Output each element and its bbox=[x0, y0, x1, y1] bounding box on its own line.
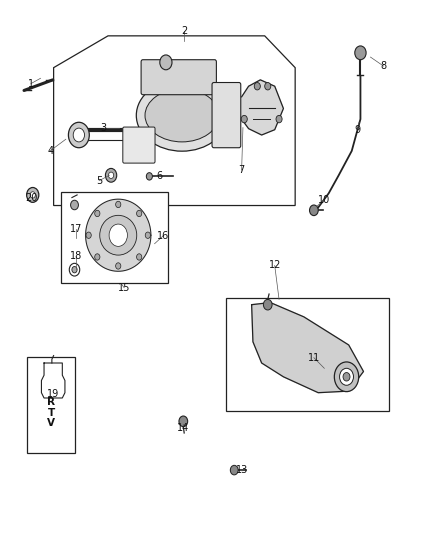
Ellipse shape bbox=[73, 128, 85, 142]
Ellipse shape bbox=[145, 89, 219, 142]
Text: 14: 14 bbox=[177, 423, 190, 433]
Text: 13: 13 bbox=[236, 465, 248, 475]
Ellipse shape bbox=[136, 79, 228, 151]
Circle shape bbox=[160, 55, 172, 70]
Text: 20: 20 bbox=[26, 192, 38, 203]
Text: 12: 12 bbox=[268, 261, 281, 270]
Polygon shape bbox=[242, 80, 283, 135]
FancyBboxPatch shape bbox=[141, 60, 216, 95]
Text: 19: 19 bbox=[46, 389, 59, 399]
Circle shape bbox=[72, 266, 77, 273]
Text: 18: 18 bbox=[70, 251, 82, 261]
Circle shape bbox=[137, 254, 142, 260]
Text: 10: 10 bbox=[318, 195, 330, 205]
Text: 11: 11 bbox=[308, 353, 320, 362]
Ellipse shape bbox=[100, 215, 137, 255]
Circle shape bbox=[339, 368, 353, 385]
Circle shape bbox=[30, 192, 35, 198]
Circle shape bbox=[263, 300, 272, 310]
Circle shape bbox=[145, 232, 150, 238]
Circle shape bbox=[116, 201, 121, 208]
Text: 9: 9 bbox=[354, 125, 360, 135]
FancyBboxPatch shape bbox=[123, 127, 155, 163]
Circle shape bbox=[95, 254, 100, 260]
Circle shape bbox=[109, 172, 114, 179]
Text: 6: 6 bbox=[156, 172, 162, 181]
Circle shape bbox=[27, 188, 39, 203]
Text: 2: 2 bbox=[181, 26, 187, 36]
Circle shape bbox=[310, 205, 318, 216]
Circle shape bbox=[241, 115, 247, 123]
Circle shape bbox=[137, 211, 142, 216]
Text: 17: 17 bbox=[70, 224, 82, 235]
Ellipse shape bbox=[109, 224, 127, 246]
Circle shape bbox=[230, 465, 238, 475]
FancyBboxPatch shape bbox=[61, 192, 168, 284]
Circle shape bbox=[71, 200, 78, 210]
Text: 4: 4 bbox=[47, 146, 53, 156]
Text: 8: 8 bbox=[381, 61, 387, 71]
Text: 15: 15 bbox=[118, 282, 131, 293]
Text: R
T
V: R T V bbox=[47, 397, 55, 429]
Circle shape bbox=[254, 83, 260, 90]
Circle shape bbox=[146, 173, 152, 180]
Polygon shape bbox=[86, 199, 151, 271]
Circle shape bbox=[179, 416, 187, 426]
FancyBboxPatch shape bbox=[27, 357, 75, 453]
Polygon shape bbox=[252, 303, 364, 393]
Circle shape bbox=[355, 46, 366, 60]
Ellipse shape bbox=[68, 122, 89, 148]
Text: 5: 5 bbox=[96, 175, 102, 185]
Circle shape bbox=[116, 263, 121, 269]
Circle shape bbox=[95, 211, 100, 216]
Circle shape bbox=[334, 362, 359, 392]
Circle shape bbox=[265, 83, 271, 90]
Circle shape bbox=[86, 232, 91, 238]
Text: 3: 3 bbox=[101, 123, 107, 133]
FancyBboxPatch shape bbox=[226, 298, 389, 411]
Text: 1: 1 bbox=[28, 78, 34, 88]
Text: 7: 7 bbox=[239, 165, 245, 175]
FancyBboxPatch shape bbox=[212, 83, 241, 148]
Circle shape bbox=[276, 115, 282, 123]
Circle shape bbox=[106, 168, 117, 182]
Circle shape bbox=[343, 373, 350, 381]
Text: 16: 16 bbox=[157, 231, 170, 241]
